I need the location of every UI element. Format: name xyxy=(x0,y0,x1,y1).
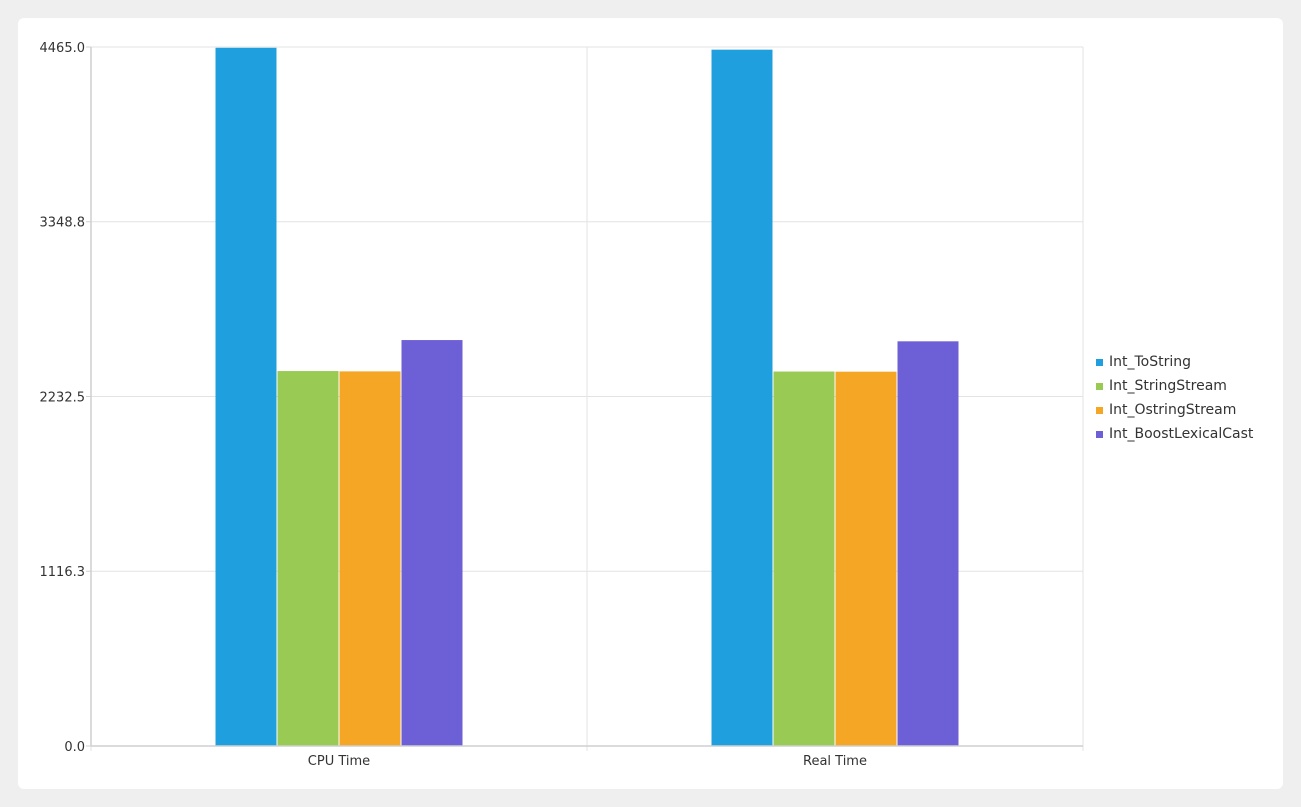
legend-label: Int_ToString xyxy=(1109,354,1192,370)
bar-int-tostring-1 xyxy=(711,49,773,746)
legend-label: Int_BoostLexicalCast xyxy=(1109,426,1254,442)
legend-label: Int_OstringStream xyxy=(1109,402,1237,418)
x-tick-label: CPU Time xyxy=(308,754,370,769)
x-tick-label: Real Time xyxy=(803,754,867,769)
bar-int-ostringstream-0 xyxy=(339,371,401,746)
y-tick-label: 3348.8 xyxy=(40,216,86,231)
legend-label: Int_StringStream xyxy=(1109,378,1227,394)
bar-int-ostringstream-1 xyxy=(835,371,897,746)
bar-int-stringstream-0 xyxy=(277,371,339,746)
legend-swatch xyxy=(1096,406,1103,414)
chart-card: 0.0 1116.3 2232.5 3348.8 4465.0 CPU Time Real … xyxy=(18,18,1283,789)
legend-item[interactable]: Int_BoostLexicalCast xyxy=(1096,422,1253,446)
legend-item[interactable]: Int_OstringStream xyxy=(1096,398,1253,422)
bar-chart: 0.0 1116.3 2232.5 3348.8 4465.0 CPU Time Real … xyxy=(40,41,1084,769)
bar-int-boostlexicalcast-0 xyxy=(401,340,463,746)
legend-item[interactable]: Int_ToString xyxy=(1096,350,1253,374)
bar-int-stringstream-1 xyxy=(773,371,835,746)
legend-item[interactable]: Int_StringStream xyxy=(1096,374,1253,398)
bar-int-tostring-0 xyxy=(215,47,277,746)
y-tick-label: 2232.5 xyxy=(40,391,86,406)
y-tick-label: 0.0 xyxy=(64,740,85,755)
bar-int-boostlexicalcast-1 xyxy=(897,341,959,746)
y-tick-label: 4465.0 xyxy=(40,41,86,56)
legend-swatch xyxy=(1096,382,1103,390)
axis-labels: 0.0 1116.3 2232.5 3348.8 4465.0 CPU Time Real … xyxy=(40,41,867,769)
legend: Int_ToString Int_StringStream Int_OstringS… xyxy=(1096,350,1253,446)
axes xyxy=(86,46,1083,747)
legend-swatch xyxy=(1096,430,1103,438)
legend-swatch xyxy=(1096,358,1103,366)
bars xyxy=(215,47,959,746)
y-tick-label: 1116.3 xyxy=(40,565,86,580)
